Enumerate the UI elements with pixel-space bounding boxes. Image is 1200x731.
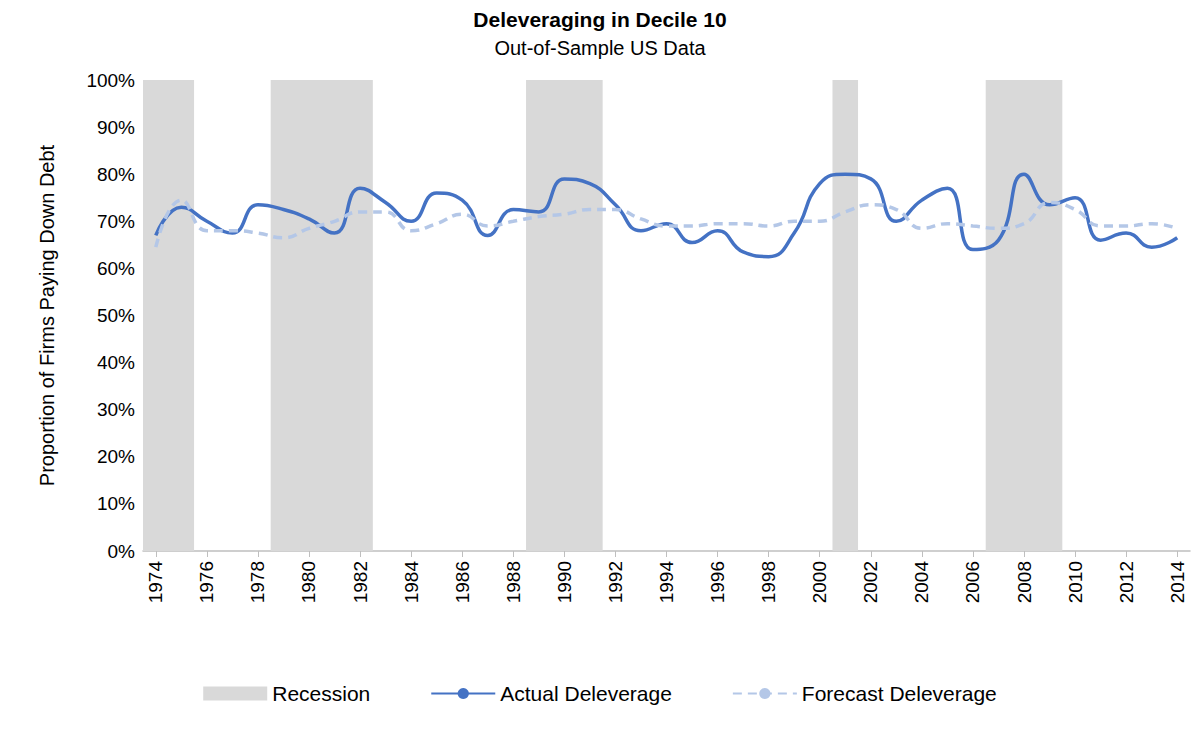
svg-text:2000: 2000 [809,561,830,603]
svg-text:1978: 1978 [247,561,268,603]
svg-text:2008: 2008 [1014,561,1035,603]
svg-text:10%: 10% [97,493,135,514]
svg-text:60%: 60% [97,258,135,279]
svg-text:1994: 1994 [656,561,677,604]
svg-text:Forecast Deleverage: Forecast Deleverage [802,682,997,705]
svg-text:1998: 1998 [758,561,779,603]
svg-text:Actual Deleverage: Actual Deleverage [500,682,672,705]
svg-text:2014: 2014 [1167,561,1188,604]
svg-text:1986: 1986 [452,561,473,603]
svg-text:2004: 2004 [911,561,932,604]
svg-text:80%: 80% [97,164,135,185]
svg-text:1996: 1996 [707,561,728,603]
svg-text:1982: 1982 [350,561,371,603]
svg-text:1990: 1990 [554,561,575,603]
svg-text:1988: 1988 [503,561,524,603]
svg-text:1974: 1974 [145,561,166,604]
svg-text:2010: 2010 [1065,561,1086,603]
svg-text:90%: 90% [97,117,135,138]
svg-text:Deleveraging in Decile 10: Deleveraging in Decile 10 [473,8,726,31]
svg-text:2006: 2006 [962,561,983,603]
svg-text:100%: 100% [86,70,135,91]
svg-text:70%: 70% [97,211,135,232]
svg-text:1980: 1980 [298,561,319,603]
svg-text:1984: 1984 [401,561,422,604]
svg-text:1976: 1976 [196,561,217,603]
svg-text:Proportion of Firms Paying Dow: Proportion of Firms Paying Down Debt [36,144,58,486]
svg-text:50%: 50% [97,305,135,326]
svg-text:0%: 0% [108,541,136,562]
svg-text:Out-of-Sample US Data: Out-of-Sample US Data [494,37,706,59]
svg-text:30%: 30% [97,399,135,420]
svg-text:2012: 2012 [1116,561,1137,603]
svg-text:Recession: Recession [272,682,370,705]
svg-text:20%: 20% [97,446,135,467]
svg-text:2002: 2002 [860,561,881,603]
svg-text:40%: 40% [97,352,135,373]
svg-text:1992: 1992 [605,561,626,603]
